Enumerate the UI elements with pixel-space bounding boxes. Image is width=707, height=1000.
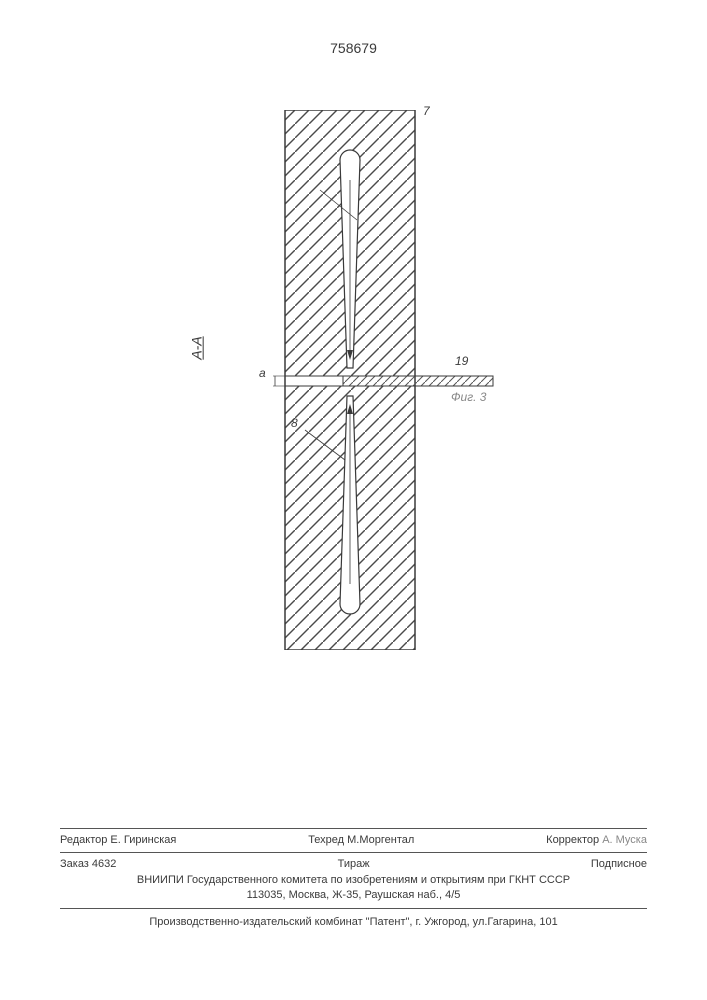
divider <box>60 852 647 853</box>
label-fig-no: Фиг. 3 <box>451 390 486 404</box>
page: 758679 А-А <box>0 0 707 1000</box>
corrector-label: Корректор <box>546 834 599 846</box>
techred-label: Техред <box>308 834 344 846</box>
section-label: А-А <box>189 336 205 359</box>
org-block: ВНИИПИ Государственного комитета по изоб… <box>60 873 647 904</box>
editor-label: Редактор <box>60 834 107 846</box>
editor: Редактор Е. Гиринская <box>60 833 176 848</box>
footer-block: Редактор Е. Гиринская Техред М.Моргентал… <box>60 824 647 930</box>
order-row: Заказ 4632 Тираж Подписное <box>60 857 647 872</box>
label-19: 19 <box>455 354 468 368</box>
editor-name: Е. Гиринская <box>110 834 176 846</box>
divider <box>60 828 647 829</box>
order-number: Заказ 4632 <box>60 857 116 872</box>
document-number: 758679 <box>0 40 707 56</box>
divider <box>60 908 647 909</box>
label-gap-a: а <box>259 366 266 380</box>
label-7: 7 <box>423 104 430 118</box>
label-8: 8 <box>291 416 298 430</box>
publisher-line: Производственно-издательский комбинат "П… <box>60 915 647 930</box>
techred-name: М.Моргентал <box>347 834 414 846</box>
corrector: Корректор А. Муска <box>546 833 647 848</box>
figure-svg <box>225 110 495 650</box>
corrector-name: А. Муска <box>602 834 647 846</box>
credits-row: Редактор Е. Гиринская Техред М.Моргентал… <box>60 833 647 848</box>
subscription: Подписное <box>591 857 647 872</box>
technical-figure: 7 а 8 19 Фиг. 3 <box>225 110 495 650</box>
techred: Техред М.Моргентал <box>308 833 414 848</box>
org-line1: ВНИИПИ Государственного комитета по изоб… <box>60 873 647 888</box>
tirazh: Тираж <box>338 857 370 872</box>
org-line2: 113035, Москва, Ж-35, Раушская наб., 4/5 <box>60 888 647 903</box>
